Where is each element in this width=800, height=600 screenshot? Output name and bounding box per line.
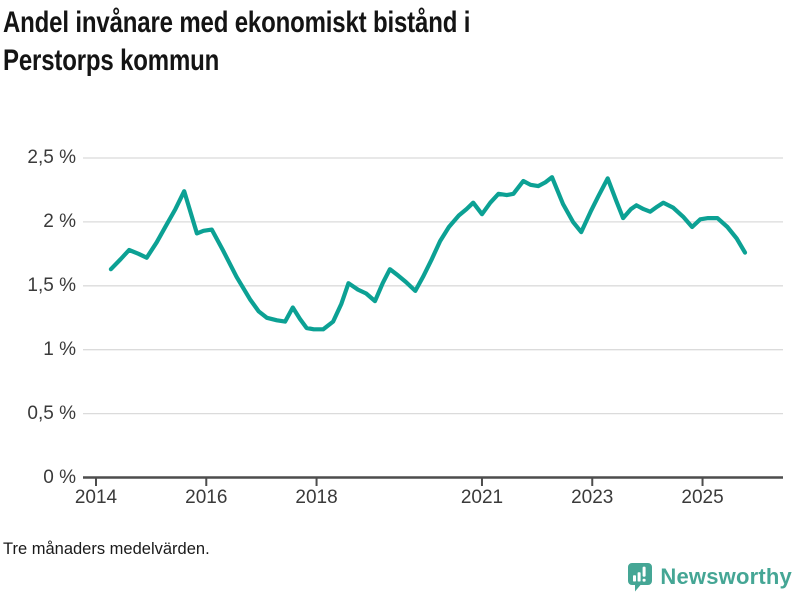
brand-name: Newsworthy <box>660 564 792 589</box>
chart-title: Andel invånare med ekonomiskt bistånd i … <box>3 6 471 77</box>
x-axis-tick-label: 2014 <box>74 487 118 508</box>
y-axis-tick-label: 2,5 % <box>27 147 76 168</box>
y-axis-tick-label: 1,5 % <box>27 274 76 296</box>
x-axis-tick-label: 2016 <box>185 487 228 508</box>
y-axis-tick-label: 2 % <box>43 210 76 232</box>
y-axis-tick-label: 0,5 % <box>27 402 76 424</box>
x-axis-tick-label: 2025 <box>681 487 724 508</box>
x-axis-tick-label: 2021 <box>460 487 504 508</box>
newsworthy-logo[interactable]: Newsworthy <box>627 562 792 592</box>
bar-chart-bubble-icon <box>628 563 653 592</box>
footnote: Tre månaders medelvärden. <box>3 540 210 558</box>
data-line <box>108 175 748 332</box>
x-axis-tick-label: 2023 <box>571 487 614 508</box>
x-axis-tick-label: 2018 <box>295 487 338 508</box>
y-axis-tick-label: 1 % <box>43 338 76 360</box>
y-axis-tick-label: 0 % <box>43 466 76 488</box>
